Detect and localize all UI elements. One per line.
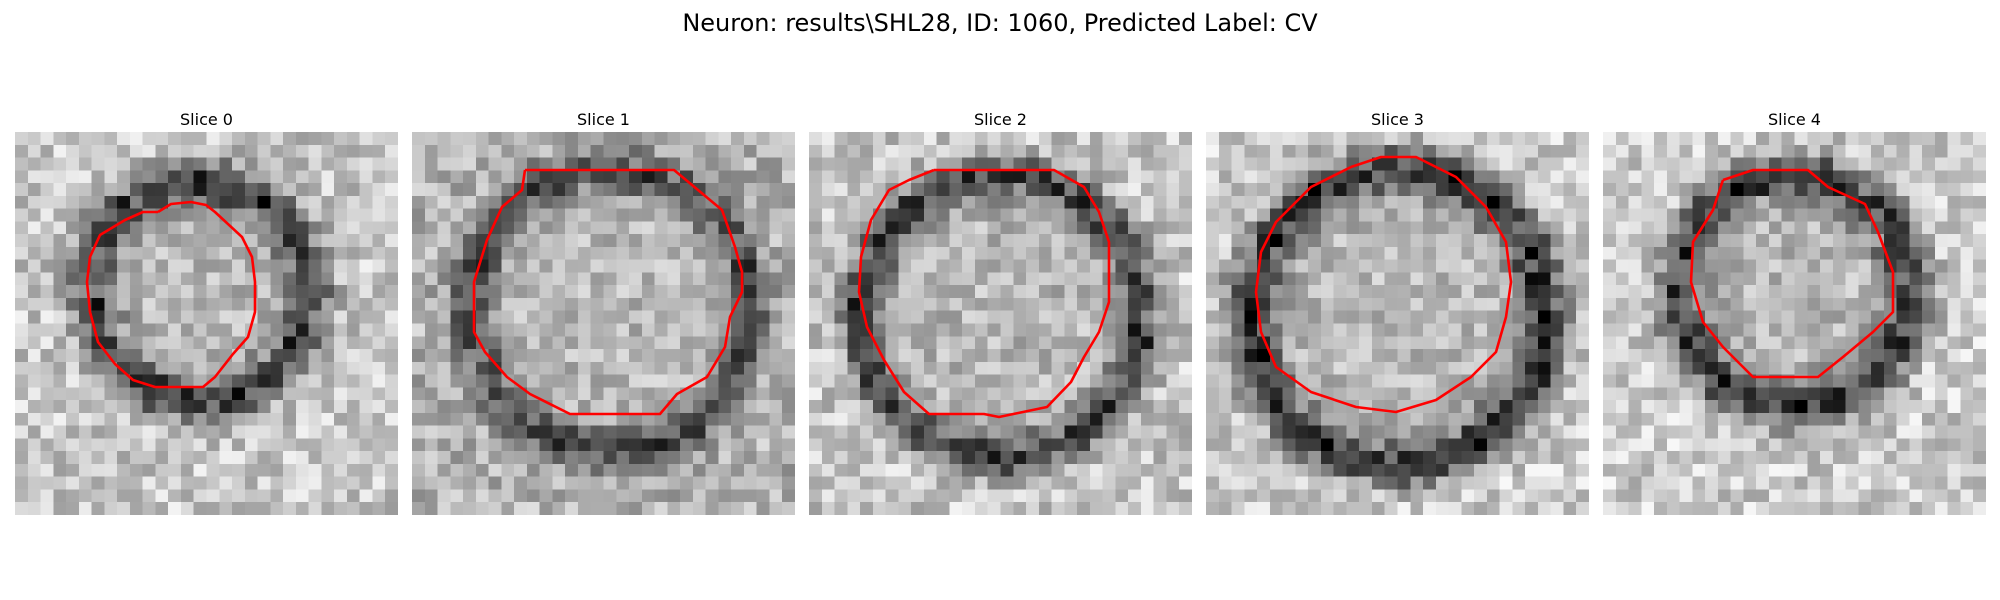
slice-panel-0: Slice 0 bbox=[15, 108, 398, 515]
segmentation-contour-line bbox=[857, 168, 1111, 419]
slice-image bbox=[1206, 132, 1589, 515]
slice-image-canvas bbox=[1206, 132, 1589, 515]
slice-panel-2: Slice 2 bbox=[809, 108, 1192, 515]
slice-contour bbox=[1254, 155, 1513, 414]
slice-panel-4: Slice 4 bbox=[1603, 108, 1986, 515]
slice-image bbox=[15, 132, 398, 515]
slice-title: Slice 4 bbox=[1768, 110, 1821, 129]
slice-image-canvas bbox=[412, 132, 795, 515]
segmentation-contour-line bbox=[85, 200, 257, 389]
slice-title: Slice 3 bbox=[1371, 110, 1424, 129]
slice-contour bbox=[472, 168, 744, 416]
slice-image-canvas bbox=[809, 132, 1192, 515]
slice-image bbox=[809, 132, 1192, 515]
slice-title: Slice 0 bbox=[180, 110, 233, 129]
slice-panel-3: Slice 3 bbox=[1206, 108, 1589, 515]
slice-image bbox=[412, 132, 795, 515]
slice-contour bbox=[1689, 168, 1895, 379]
segmentation-contour-line bbox=[1254, 155, 1513, 414]
figure-title: Neuron: results\SHL28, ID: 1060, Predict… bbox=[682, 9, 1318, 37]
slice-panel-1: Slice 1 bbox=[412, 108, 795, 515]
slice-image bbox=[1603, 132, 1986, 515]
segmentation-contour-line bbox=[472, 168, 744, 416]
slice-image-canvas bbox=[15, 132, 398, 515]
segmentation-contour-line bbox=[1689, 168, 1895, 379]
slice-image-canvas bbox=[1603, 132, 1986, 515]
slice-contour bbox=[857, 168, 1111, 419]
slice-title: Slice 2 bbox=[974, 110, 1027, 129]
slice-contour bbox=[85, 200, 257, 389]
slice-title: Slice 1 bbox=[577, 110, 630, 129]
